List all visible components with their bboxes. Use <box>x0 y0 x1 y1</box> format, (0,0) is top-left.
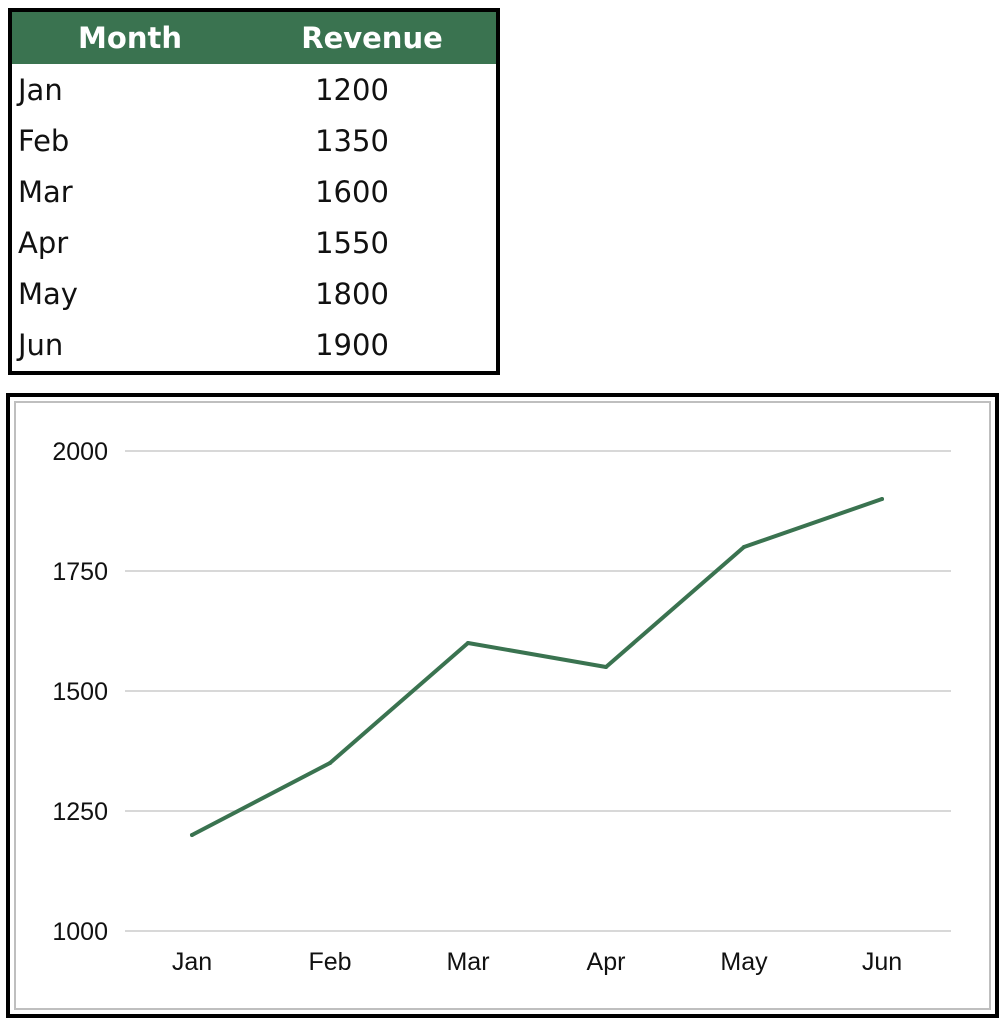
data-point <box>742 545 746 549</box>
data-point <box>880 497 884 501</box>
data-point <box>328 761 332 765</box>
x-tick-label: Mar <box>446 948 489 976</box>
cell-month: May <box>18 276 78 311</box>
revenue-table: Month Revenue Jan 1200 Feb 1350 Mar 1600… <box>12 12 496 370</box>
series-line <box>190 497 884 837</box>
data-point <box>190 833 194 837</box>
x-tick-label: Apr <box>587 948 626 976</box>
cell-month: Jun <box>18 327 64 362</box>
revenue-table-frame: Month Revenue Jan 1200 Feb 1350 Mar 1600… <box>8 8 500 375</box>
cell-revenue: 1550 <box>315 225 389 260</box>
cell-revenue: 1800 <box>315 276 389 311</box>
y-tick-label: 2000 <box>52 438 108 466</box>
cell-month: Apr <box>18 225 69 260</box>
line-chart-area: 1000 1250 1500 1750 2000 Jan Feb Mar Apr May Jun <box>14 401 991 1010</box>
x-tick-label: Feb <box>308 948 351 976</box>
cell-month: Jan <box>18 72 63 107</box>
line-chart-frame: 1000 1250 1500 1750 2000 Jan Feb Mar Apr May Jun <box>6 393 999 1018</box>
table-row: May 1800 <box>12 268 496 319</box>
cell-revenue: 1350 <box>315 123 389 158</box>
x-tick-label: May <box>720 948 768 976</box>
x-tick-label: Jan <box>172 948 212 976</box>
table-row: Jun 1900 <box>12 319 496 370</box>
y-tick-label: 1250 <box>52 798 108 826</box>
table-row: Mar 1600 <box>12 166 496 217</box>
table-row: Feb 1350 <box>12 115 496 166</box>
x-tick-label: Jun <box>862 948 902 976</box>
y-tick-label: 1000 <box>52 918 108 946</box>
cell-revenue: 1900 <box>315 327 389 362</box>
cell-revenue: 1200 <box>315 72 389 107</box>
line-chart: 1000 1250 1500 1750 2000 Jan Feb Mar Apr May Jun <box>52 438 951 976</box>
table-row: Apr 1550 <box>12 217 496 268</box>
table-row: Jan 1200 <box>12 64 496 115</box>
cell-revenue: 1600 <box>315 174 389 209</box>
data-point <box>466 641 470 645</box>
y-tick-label: 1500 <box>52 678 108 706</box>
data-point <box>604 665 608 669</box>
header-month: Month <box>12 12 248 64</box>
table-header-row: Month Revenue <box>12 12 496 64</box>
cell-month: Mar <box>18 174 73 209</box>
cell-month: Feb <box>18 123 70 158</box>
header-revenue: Revenue <box>248 12 496 64</box>
y-tick-label: 1750 <box>52 558 108 586</box>
